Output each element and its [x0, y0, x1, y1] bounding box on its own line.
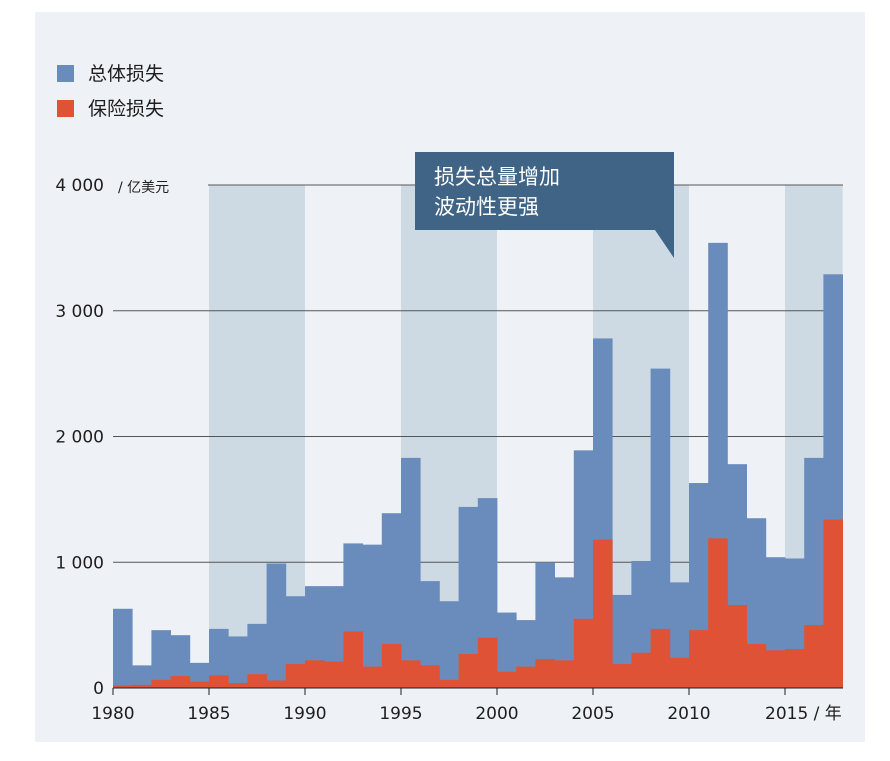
- bar-insured: [612, 664, 632, 688]
- y-axis-ticks: 0 1 000 2 000 3 000 4 000: [55, 176, 104, 699]
- bar-insured: [170, 676, 191, 688]
- bar-insured: [535, 659, 555, 688]
- bar-insured: [458, 654, 479, 688]
- bar-insured: [247, 674, 267, 688]
- bar-total: [439, 601, 459, 688]
- y-tick-label: 0: [93, 679, 104, 699]
- bar-insured: [305, 660, 325, 688]
- x-tick-label: 1980: [91, 704, 134, 724]
- x-tick-label: 2005: [571, 704, 614, 724]
- bar-insured: [189, 681, 210, 688]
- legend-label-insured: 保险损失: [88, 98, 164, 120]
- bar-total: [228, 636, 248, 688]
- insured-loss-bars: [113, 519, 843, 688]
- x-axis-ticks: 1980 1985 1990 1995 2000 2005 2010 2015 / 年: [91, 688, 842, 724]
- bar-insured: [669, 657, 690, 688]
- bar-total: [458, 506, 479, 688]
- x-tick-label: 2015 / 年: [765, 704, 842, 724]
- bar-total: [266, 563, 287, 688]
- bar-insured: [420, 665, 440, 688]
- bar-insured: [401, 660, 421, 688]
- bar-insured: [151, 679, 171, 688]
- callout-line-1: 损失总量增加: [434, 165, 560, 189]
- bar-total: [132, 665, 152, 688]
- bar-total: [535, 562, 555, 688]
- bar-insured: [689, 630, 709, 688]
- bar-insured: [746, 643, 767, 688]
- bar-insured: [362, 666, 383, 688]
- bar-insured: [573, 618, 594, 688]
- bar-insured: [266, 680, 287, 688]
- callout: 损失总量增加 波动性更强: [415, 152, 674, 258]
- bar-insured: [593, 539, 613, 688]
- bar-total: [362, 544, 383, 688]
- bar-insured: [132, 684, 152, 688]
- x-tick-label: 1995: [379, 704, 422, 724]
- x-tick-label: 2000: [475, 704, 518, 724]
- bar-insured: [497, 671, 517, 688]
- bar-total: [247, 623, 267, 688]
- bar-insured: [516, 666, 536, 688]
- bar-total: [650, 368, 671, 688]
- bar-insured: [708, 538, 728, 688]
- bar-total: [497, 612, 517, 688]
- bar-total: [170, 635, 191, 688]
- y-tick-label: 3 000: [55, 302, 104, 322]
- bar-insured: [113, 685, 133, 688]
- bar-insured: [343, 631, 363, 688]
- legend-swatch-insured: [57, 100, 74, 117]
- bar-total: [401, 457, 421, 688]
- legend-swatch-total: [57, 65, 74, 82]
- bar-insured: [228, 682, 248, 688]
- bar-insured: [631, 652, 651, 688]
- bar-total: [420, 581, 440, 688]
- bar-insured: [727, 605, 747, 688]
- x-tick-label: 1985: [187, 704, 230, 724]
- bar-insured: [650, 628, 671, 688]
- bar-total: [113, 608, 133, 688]
- bar-insured: [324, 661, 344, 688]
- y-tick-label: 1 000: [55, 553, 104, 573]
- callout-line-2: 波动性更强: [434, 195, 539, 219]
- bar-total: [209, 628, 229, 688]
- callout-box: [415, 152, 674, 258]
- bar-insured: [285, 664, 306, 688]
- y-tick-label: 4 000: [55, 176, 104, 196]
- bar-insured: [209, 675, 229, 688]
- bar-insured: [823, 519, 843, 688]
- bar-insured: [785, 649, 805, 688]
- bar-insured: [765, 650, 786, 688]
- legend-label-total: 总体损失: [88, 63, 164, 85]
- x-tick-label: 1990: [283, 704, 326, 724]
- x-tick-label: 2010: [667, 704, 710, 724]
- bar-insured: [554, 660, 575, 688]
- bar-total: [151, 630, 171, 688]
- legend: 总体损失 保险损失: [57, 63, 164, 120]
- y-unit-label: / 亿美元: [118, 180, 169, 196]
- bar-insured: [439, 679, 459, 688]
- bar-insured: [804, 625, 824, 688]
- y-tick-label: 2 000: [55, 428, 104, 448]
- bar-insured: [381, 643, 402, 688]
- bar-insured: [477, 637, 498, 688]
